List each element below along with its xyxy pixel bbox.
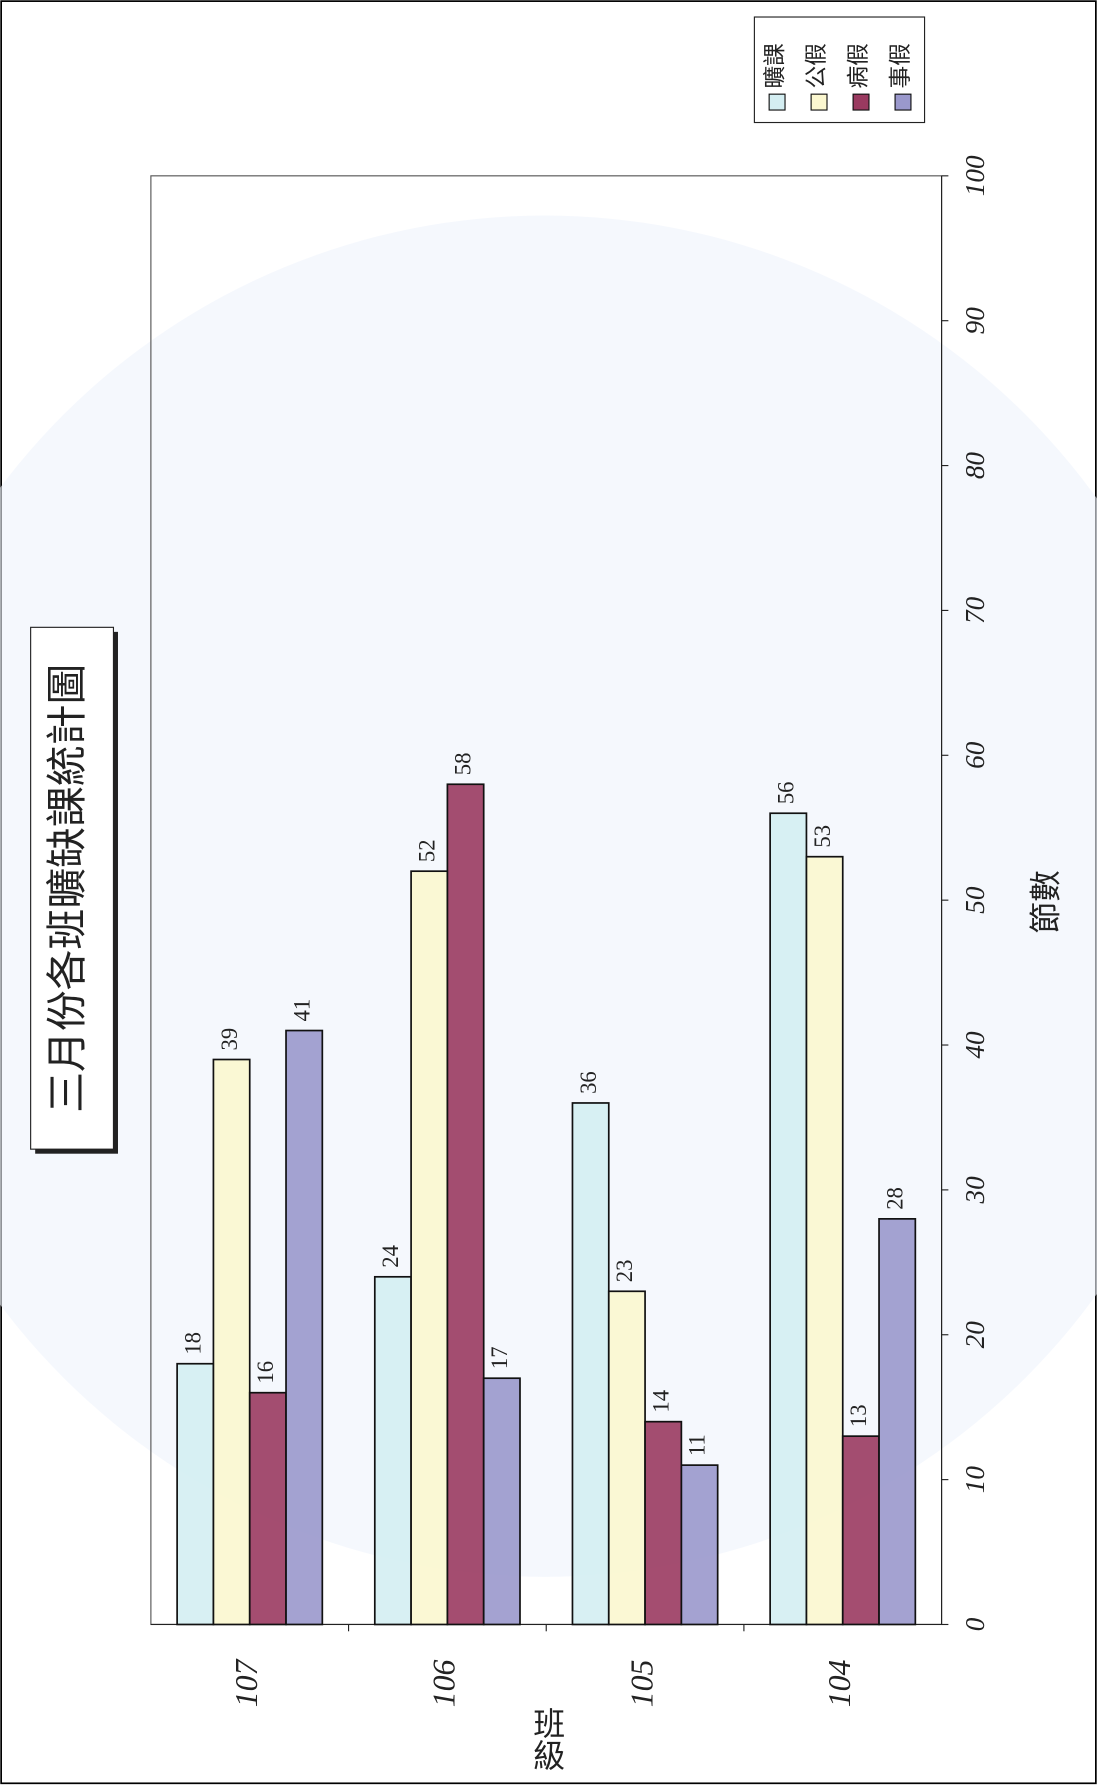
chart-title: 三月份各班曠缺課統計圖 (45, 664, 90, 1113)
legend-label: 曠課 (762, 43, 787, 89)
data-label: 18 (180, 1332, 205, 1355)
data-label: 58 (451, 753, 476, 776)
legend-label: 病假 (846, 43, 871, 88)
y-tick-label: 50 (960, 886, 990, 914)
data-label: 28 (882, 1187, 907, 1210)
bar (769, 812, 808, 1626)
data-label: 23 (612, 1260, 637, 1283)
bar (248, 1391, 287, 1626)
x-tick-label: 104 (822, 1660, 857, 1708)
bar (410, 870, 449, 1626)
bar (805, 855, 844, 1626)
bar (571, 1102, 610, 1626)
x-tick-label: 106 (427, 1660, 462, 1708)
data-label: 36 (576, 1071, 601, 1094)
y-tick-label: 30 (960, 1176, 990, 1205)
legend-swatch (852, 93, 870, 111)
bar (482, 1377, 521, 1626)
y-tick-label: 0 (960, 1617, 990, 1631)
data-label: 39 (217, 1028, 242, 1051)
data-label: 14 (648, 1390, 673, 1413)
bar (680, 1464, 719, 1626)
y-tick-label: 80 (960, 452, 990, 480)
y-tick-label: 60 (960, 741, 990, 769)
y-tick-label: 100 (960, 155, 990, 196)
y-tick-label: 70 (960, 596, 990, 624)
legend-swatch (810, 93, 828, 111)
y-tick-label: 90 (960, 307, 990, 335)
bar (373, 1275, 412, 1626)
data-label: 52 (414, 839, 439, 862)
bar (878, 1218, 917, 1626)
x-tick-label: 107 (229, 1659, 264, 1708)
bar (841, 1435, 880, 1626)
legend-swatch (894, 93, 912, 111)
data-label: 24 (378, 1245, 403, 1268)
data-label: 56 (773, 781, 798, 804)
data-label: 17 (487, 1346, 512, 1369)
legend-swatch (768, 93, 786, 111)
bar (446, 783, 485, 1626)
bar (607, 1290, 646, 1626)
bar (644, 1420, 683, 1626)
y-tick-label: 10 (960, 1466, 990, 1494)
y-tick-label: 20 (960, 1321, 990, 1349)
x-axis-label: 班級 (529, 1707, 565, 1771)
bar (285, 1029, 324, 1626)
bar (212, 1058, 251, 1626)
watermark (0, 215, 1097, 1577)
bar (176, 1362, 215, 1626)
x-tick-label: 105 (624, 1660, 659, 1708)
legend-label: 公假 (804, 43, 829, 88)
legend-label: 事假 (888, 43, 913, 88)
data-label: 13 (846, 1404, 871, 1427)
y-tick-label: 40 (960, 1031, 990, 1059)
data-label: 53 (810, 825, 835, 848)
title-box (30, 626, 115, 1150)
y-axis-label: 節數 (1029, 870, 1064, 934)
data-label: 16 (253, 1361, 278, 1384)
data-label: 11 (685, 1434, 710, 1456)
data-label: 41 (289, 999, 314, 1022)
